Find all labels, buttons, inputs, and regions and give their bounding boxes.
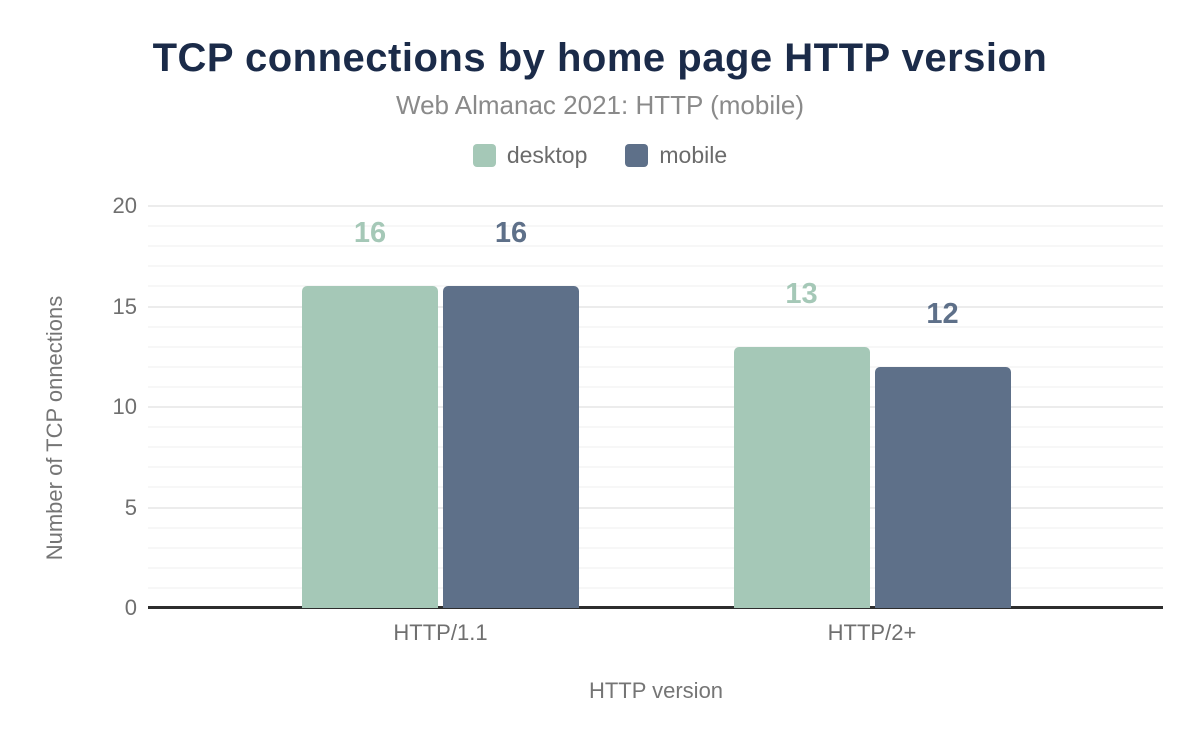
y-tick-label: 0: [124, 595, 137, 620]
bar-mobile-HTTP/1.1[interactable]: [443, 286, 579, 608]
bar-value-label: 13: [785, 277, 818, 310]
legend-swatch-desktop: [472, 144, 496, 167]
gridline: [148, 285, 1163, 288]
legend-item-desktop[interactable]: desktop: [472, 142, 588, 169]
chart-title: TCP connections by home page HTTP versio…: [152, 36, 1048, 80]
y-tick-label: 5: [124, 494, 137, 520]
x-tick-label: HTTP/2+: [827, 620, 917, 645]
gridline: [148, 566, 1163, 569]
gridline: [148, 486, 1163, 489]
bar-value-label: 12: [926, 297, 959, 330]
legend-label: mobile: [659, 142, 728, 168]
bar-mobile-HTTP/2+[interactable]: [874, 366, 1011, 608]
gridline: [148, 446, 1163, 449]
plot-area: 16 13 16 12: [148, 205, 1163, 609]
gridline: [148, 365, 1163, 368]
gridline: [148, 526, 1163, 529]
gridline: [148, 225, 1163, 228]
gridline: [148, 205, 1163, 207]
y-tick-label: 20: [112, 193, 137, 218]
gridline: [148, 586, 1163, 589]
gridline: [148, 265, 1163, 268]
legend-label: desktop: [506, 142, 588, 168]
gridline: [148, 345, 1163, 348]
x-tick-label: HTTP/1.1: [393, 620, 488, 645]
x-axis-title: HTTP version: [588, 678, 724, 703]
gridline: [148, 325, 1163, 328]
gridline: [148, 305, 1163, 308]
x-axis-line: [148, 606, 1163, 609]
gridline: [148, 385, 1163, 388]
gridline: [148, 245, 1163, 248]
legend: desktop mobile: [0, 142, 1200, 169]
gridline: [148, 506, 1163, 509]
legend-swatch-mobile: [625, 144, 649, 167]
gridline: [148, 546, 1163, 549]
gridline: [148, 466, 1163, 469]
chart-subtitle: Web Almanac 2021: HTTP (mobile): [396, 90, 804, 120]
bar-desktop-HTTP/2+[interactable]: [733, 346, 870, 608]
gridline: [148, 406, 1163, 408]
y-tick-label: 10: [112, 394, 137, 419]
y-tick-label: 15: [112, 293, 137, 319]
bar-value-label: 16: [353, 217, 387, 250]
gridline: [148, 426, 1163, 429]
bar-value-label: 16: [494, 217, 528, 250]
y-axis-title: Number of TCP onnections: [42, 295, 67, 561]
bar-desktop-HTTP/1.1[interactable]: [302, 286, 438, 608]
legend-item-mobile[interactable]: mobile: [625, 142, 727, 169]
